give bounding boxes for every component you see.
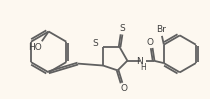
Text: O: O bbox=[146, 38, 153, 47]
Text: HO: HO bbox=[28, 43, 42, 52]
Text: N: N bbox=[137, 57, 143, 66]
Text: Br: Br bbox=[156, 25, 166, 34]
Text: S: S bbox=[92, 39, 98, 48]
Text: H: H bbox=[140, 63, 146, 72]
Text: O: O bbox=[121, 84, 128, 93]
Text: S: S bbox=[120, 24, 125, 33]
